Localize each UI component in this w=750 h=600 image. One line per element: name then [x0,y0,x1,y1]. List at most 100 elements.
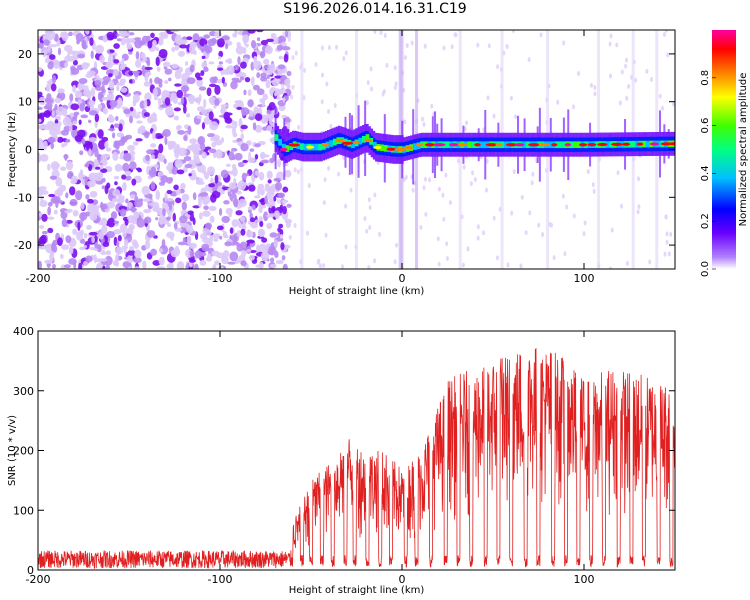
noise-speck [109,49,115,53]
noise-speck [150,112,158,119]
noise-speck [166,164,173,171]
noise-speck [42,35,48,39]
signal-hotspot [352,140,360,144]
faint-speck [445,256,449,262]
noise-speck [60,129,69,136]
faint-speck [476,42,480,48]
noise-speck [198,86,207,91]
noise-speck [172,212,177,222]
faint-speck [589,82,593,88]
signal-hotspot [495,143,503,147]
signal-hotspot [288,143,300,147]
noise-speck [269,157,275,164]
noise-speck [200,192,209,197]
noise-speck [161,132,167,137]
noise-speck [260,72,267,79]
noise-speck [197,115,202,120]
faint-speck [625,260,629,266]
faint-speck [320,99,324,105]
faint-speck [465,120,469,126]
noise-speck [195,157,201,164]
faint-speck [531,171,535,177]
faint-speck [608,41,612,47]
noise-speck [74,134,84,142]
noise-speck [233,120,238,129]
faint-speck [572,213,576,219]
noise-speck [245,43,249,48]
noise-speck [129,32,135,36]
faint-speck [444,172,448,178]
signal-core [274,134,279,141]
noise-speck [201,122,206,130]
noise-speck [203,205,209,211]
noise-speck [194,263,199,269]
faint-speck [349,187,353,193]
noise-speck [187,125,192,135]
noise-speck [254,143,261,148]
noise-speck [204,230,212,236]
noise-speck [137,111,141,115]
noise-speck [254,113,263,121]
noise-speck [52,264,56,269]
noise-speck [102,177,106,183]
noise-speck [209,215,215,223]
noise-speck [258,243,268,254]
noise-speck [217,67,224,71]
noise-speck [185,223,190,231]
signal-core [303,143,308,151]
noise-speck [80,114,89,119]
signal-core [631,140,636,148]
noise-speck [208,61,215,65]
noise-speck [102,241,110,248]
noise-speck [206,133,216,138]
noise-speck [150,248,158,256]
noise-speck [47,163,51,171]
faint-speck [669,231,673,237]
noise-speck [48,193,56,198]
noise-speck [283,53,289,63]
signal-hotspot [334,138,345,143]
noise-speck [213,238,219,242]
noise-speck [60,253,64,260]
noise-speck [285,220,291,229]
signal-hotspot [514,143,525,147]
noise-speck [192,217,196,226]
noise-speck [124,170,132,176]
noise-speck [171,46,176,53]
noise-speck [115,253,119,263]
noise-speck [252,204,256,209]
noise-speck [130,194,136,199]
noise-speck [199,142,206,151]
signal-core [351,141,355,149]
noise-speck [205,222,213,230]
signal-hotspot [611,142,623,146]
noise-speck [99,54,105,64]
noise-speck [38,186,47,191]
faint-speck [307,183,311,189]
noise-speck [114,246,124,255]
noise-speck [78,262,83,269]
noise-speck [183,134,188,141]
noise-speck [74,91,83,99]
faint-speck [634,77,638,83]
noise-speck [220,266,224,269]
noise-speck [146,60,151,67]
noise-speck [48,61,54,65]
noise-speck [94,79,102,87]
faint-speck [562,40,566,46]
noise-speck [79,212,88,221]
noise-speck [147,40,153,49]
noise-speck [163,66,168,70]
noise-speck [266,74,270,80]
faint-speck [637,204,641,210]
noise-speck [98,230,104,240]
noise-speck [176,89,184,99]
noise-speck [241,172,247,181]
noise-speck [133,257,142,264]
noise-speck [207,38,216,47]
noise-speck [259,220,264,228]
signal-core [642,140,647,148]
signal-hotspot [597,142,608,147]
noise-speck [102,34,108,43]
noise-speck [111,132,116,139]
